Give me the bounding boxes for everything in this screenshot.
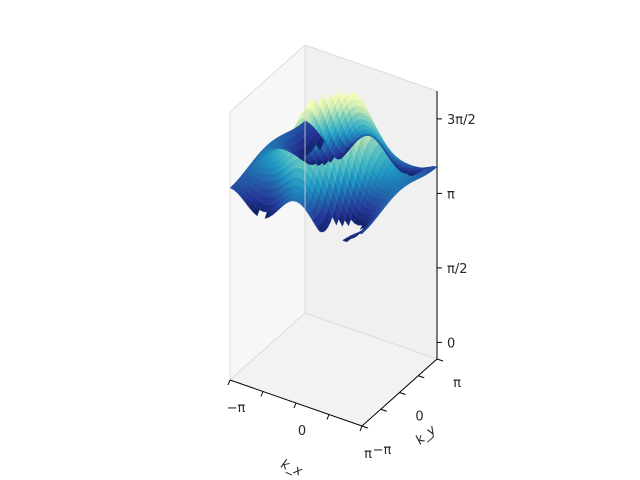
y-axis-label: k_y (413, 422, 440, 448)
z-tick-label: π/2 (447, 262, 467, 277)
z-tick-label: 3π/2 (447, 113, 476, 128)
y-tick (436, 358, 444, 362)
x-tick (227, 379, 231, 386)
pane-edge-top-left (229, 44, 306, 113)
surface-patch (322, 157, 329, 166)
z-tick-label: π (447, 187, 455, 202)
surface-patch (407, 173, 415, 177)
y-tick (399, 392, 406, 395)
y-tick (361, 425, 369, 429)
z-tick-label: 0 (447, 336, 455, 351)
y-tick (418, 375, 425, 379)
x-tick-label: π (364, 447, 372, 462)
x-tick-label: 0 (298, 424, 306, 439)
surface-mesh (229, 90, 438, 242)
pane-edge-top-right (304, 44, 438, 92)
y-tick-label: 0 (415, 410, 423, 425)
y-tick (380, 408, 387, 412)
x-tick (260, 391, 264, 397)
x-axis-label: k_x (278, 457, 304, 480)
x-tick (293, 402, 297, 409)
surface-patch (345, 144, 352, 153)
x-tick-label: −π (227, 401, 246, 416)
pane-edge-floor-left (229, 312, 306, 381)
x-tick (359, 425, 363, 432)
x-tick (326, 414, 330, 420)
y-tick-label: −π (373, 443, 392, 458)
pane-edge-floor-back (304, 312, 438, 360)
y-tick-label: π (453, 376, 461, 391)
